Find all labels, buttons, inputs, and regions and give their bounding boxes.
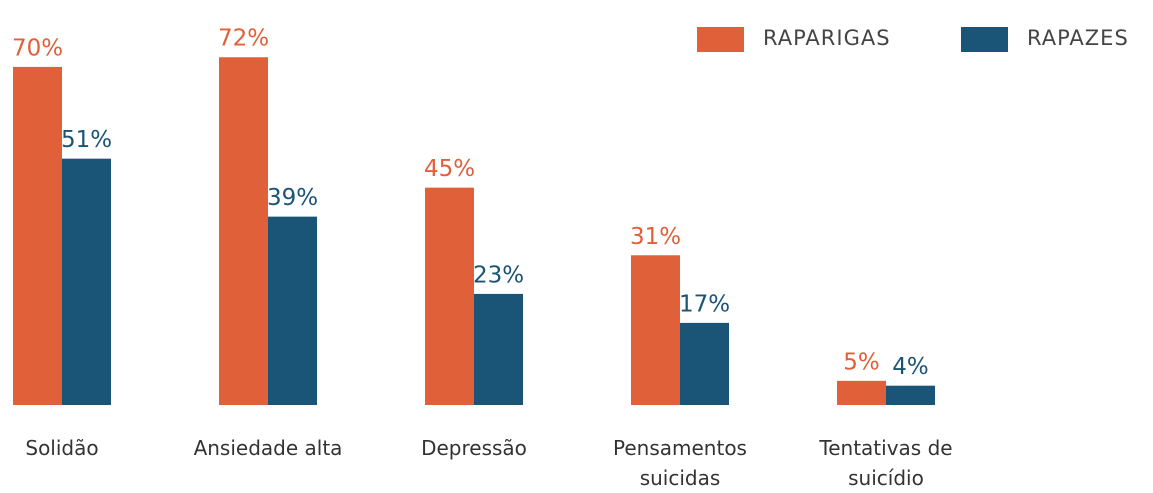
legend-label: RAPAZES xyxy=(1027,26,1129,50)
bar xyxy=(680,322,729,405)
x-tick-label: Tentativas de suicídio xyxy=(819,436,953,490)
bar xyxy=(425,187,474,405)
value-label: 5% xyxy=(843,349,880,375)
bar xyxy=(13,66,62,406)
bar xyxy=(219,57,268,406)
x-tick-label: Depressão xyxy=(421,436,527,460)
legend-label: RAPARIGAS xyxy=(763,26,891,50)
x-tick-label: Solidão xyxy=(25,436,99,460)
value-label: 39% xyxy=(267,185,318,211)
value-label: 45% xyxy=(424,156,475,182)
value-label: 72% xyxy=(218,26,269,52)
legend-swatch xyxy=(697,27,744,52)
x-tick-label: Pensamentos suicidas xyxy=(613,436,747,490)
x-tick-label: Ansiedade alta xyxy=(193,436,343,460)
value-label: 70% xyxy=(12,35,63,61)
bar xyxy=(62,158,111,405)
value-label: 51% xyxy=(61,127,112,153)
bar xyxy=(837,380,886,405)
legend-swatch xyxy=(961,27,1008,52)
value-label: 23% xyxy=(473,262,524,288)
bar xyxy=(474,293,523,405)
value-label: 31% xyxy=(630,224,681,250)
bar xyxy=(268,216,317,405)
value-label: 17% xyxy=(679,291,730,317)
value-label: 4% xyxy=(892,354,929,380)
bar xyxy=(631,255,680,405)
bar xyxy=(886,385,935,405)
